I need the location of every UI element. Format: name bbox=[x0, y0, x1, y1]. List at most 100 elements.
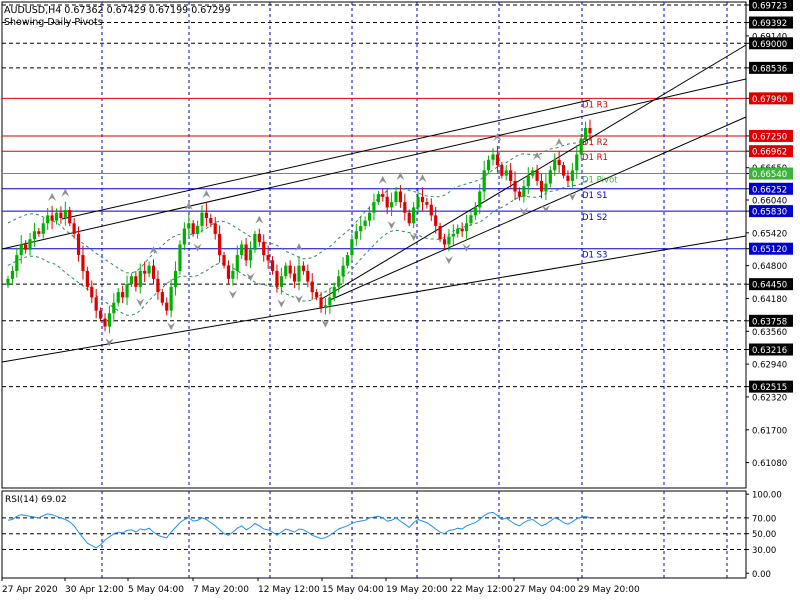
fractal-down-marker bbox=[295, 295, 303, 304]
candle-body bbox=[407, 212, 411, 224]
candle-body bbox=[143, 270, 147, 274]
candle-body bbox=[284, 265, 288, 277]
pivot-label: D1 S3 bbox=[582, 251, 607, 261]
candle-body bbox=[429, 204, 433, 216]
candle-body bbox=[253, 233, 257, 250]
price-tag-background bbox=[749, 61, 793, 74]
candle-body bbox=[218, 233, 222, 256]
candle-body bbox=[583, 128, 588, 139]
fractal-down-marker bbox=[105, 338, 114, 347]
candle-body bbox=[226, 265, 231, 279]
candle-body bbox=[160, 292, 164, 303]
candle-body bbox=[32, 231, 37, 240]
price-panel-frame bbox=[1, 1, 747, 489]
price-tag: 0.64450 bbox=[752, 281, 787, 291]
candle-body bbox=[315, 292, 319, 298]
rsi-panel: 100.00 70.00 50.00 30.00 0.00 RSI(14) 69.02 bbox=[2, 491, 782, 580]
candle-body bbox=[434, 215, 438, 226]
candle-body bbox=[486, 159, 491, 171]
candle-body bbox=[54, 212, 59, 221]
candle-body bbox=[231, 270, 235, 279]
candle-body bbox=[381, 194, 385, 197]
fractal-down-marker bbox=[409, 233, 418, 242]
time-label: 15 May 04:00 bbox=[322, 585, 384, 595]
chart-background bbox=[1, 1, 747, 579]
price-tag: 0.69000 bbox=[752, 40, 787, 50]
candle-body bbox=[345, 255, 350, 266]
candle-body bbox=[394, 191, 398, 203]
candle-body bbox=[464, 223, 469, 232]
price-tag: 0.66540 bbox=[752, 170, 787, 180]
candle-body bbox=[169, 286, 173, 311]
candle-body bbox=[319, 297, 323, 308]
time-axis: 27 Apr 2020 30 Apr 12:00 5 May 04:00 7 May … bbox=[1, 578, 640, 595]
price-tag: 0.67960 bbox=[752, 95, 787, 105]
price-tag-background bbox=[749, 167, 793, 180]
candle-body bbox=[412, 207, 416, 224]
candle-body bbox=[372, 202, 376, 213]
candle-body bbox=[341, 265, 345, 277]
pivot-label: D1 R1 bbox=[582, 153, 608, 163]
candle-body bbox=[292, 273, 297, 282]
fractal-down-marker bbox=[541, 205, 550, 214]
price-tag-background bbox=[749, 205, 793, 218]
candle-body bbox=[275, 270, 279, 287]
candle-body bbox=[337, 276, 341, 287]
fractal-down-marker bbox=[462, 243, 471, 252]
pivot-label: D1 Pivot bbox=[582, 176, 618, 186]
time-label: 22 May 12:00 bbox=[451, 585, 513, 595]
candle-body bbox=[107, 313, 112, 327]
candle-body bbox=[328, 297, 332, 306]
trend-line bbox=[329, 116, 747, 301]
rsi-label: RSI(14) 69.02 bbox=[5, 495, 67, 505]
candle-body bbox=[125, 284, 129, 298]
candle-body bbox=[50, 215, 54, 221]
price-tick-label: 0.63560 bbox=[752, 328, 787, 338]
candle-body bbox=[588, 128, 592, 134]
fractal-down-marker bbox=[568, 192, 577, 201]
time-label: 19 May 20:00 bbox=[386, 585, 448, 595]
price-tag-background bbox=[749, 37, 793, 50]
fractal-up-marker bbox=[418, 174, 427, 183]
candle-body bbox=[553, 159, 557, 171]
trend-line bbox=[61, 99, 591, 220]
grid-lines bbox=[101, 2, 728, 578]
price-tag: 0.63758 bbox=[752, 317, 787, 327]
candle-body bbox=[178, 244, 182, 271]
candle-body bbox=[456, 228, 460, 234]
fractal-down-marker bbox=[167, 322, 176, 331]
candle-body bbox=[500, 165, 504, 176]
candle-body bbox=[332, 286, 336, 298]
pivot-label: D1 R3 bbox=[582, 100, 608, 110]
candle-body bbox=[121, 292, 125, 298]
price-tag-background bbox=[749, 380, 793, 393]
price-tick-label: 0.61080 bbox=[752, 459, 787, 469]
candle-body bbox=[544, 183, 548, 192]
candle-body bbox=[270, 260, 275, 271]
candle-body bbox=[535, 170, 539, 181]
candle-body bbox=[151, 265, 156, 279]
candle-body bbox=[266, 255, 270, 261]
price-tick-label: 0.65420 bbox=[752, 229, 787, 239]
candle-body bbox=[213, 223, 217, 234]
fractal-up-marker bbox=[48, 192, 57, 201]
candle-body bbox=[244, 244, 248, 261]
candle-body bbox=[235, 255, 239, 271]
candle-body bbox=[398, 191, 403, 203]
candle-body bbox=[389, 202, 394, 208]
candle-body bbox=[94, 297, 98, 311]
candle-body bbox=[350, 239, 354, 256]
pivot-label: D1 S2 bbox=[582, 213, 607, 223]
time-label: 27 May 04:00 bbox=[514, 585, 576, 595]
candle-body bbox=[522, 186, 526, 197]
fractal-down-marker bbox=[519, 207, 528, 216]
time-label: 27 Apr 2020 bbox=[2, 585, 58, 595]
candle-body bbox=[363, 220, 367, 226]
candle-body bbox=[63, 210, 67, 218]
fractal-up-marker bbox=[533, 152, 542, 161]
candle-body bbox=[112, 302, 116, 314]
trend-line bbox=[1, 78, 747, 250]
fractal-up-marker bbox=[255, 215, 264, 224]
